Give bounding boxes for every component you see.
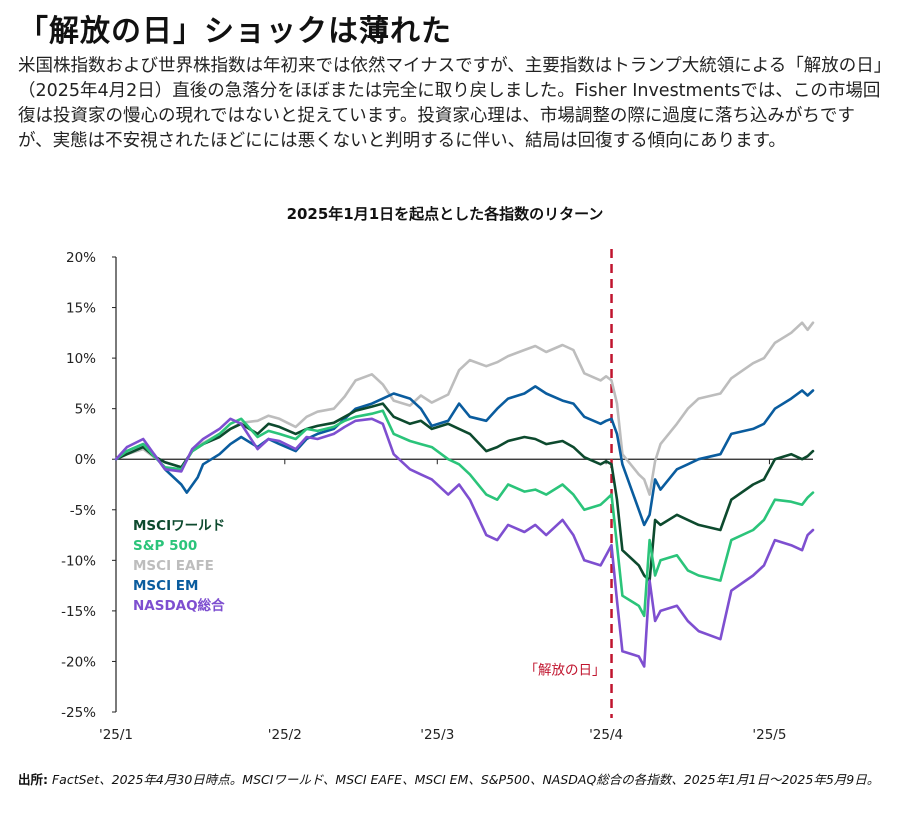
y-tick-label: -15% bbox=[61, 604, 96, 620]
y-tick-label: 5% bbox=[75, 402, 97, 418]
x-tick-label: '25/1 bbox=[99, 727, 133, 743]
series-line-msci_world bbox=[114, 402, 815, 582]
legend-item-sp500: S&P 500 bbox=[133, 538, 197, 554]
x-tick-label: '25/3 bbox=[420, 727, 454, 743]
page-title: 「解放の日」ショックは薄れた bbox=[18, 14, 452, 49]
legend-item-msci_world: MSCIワールド bbox=[133, 518, 225, 534]
source-label: 出所: bbox=[18, 772, 48, 787]
y-tick-label: 10% bbox=[66, 351, 96, 367]
x-tick-label: '25/4 bbox=[589, 727, 623, 743]
x-tick-label: '25/5 bbox=[752, 727, 786, 743]
y-tick-label: 15% bbox=[66, 301, 96, 317]
intro-paragraph: 米国株指数および世界株指数は年初来では依然マイナスですが、主要指数はトランプ大統… bbox=[18, 56, 883, 151]
series-lines bbox=[114, 321, 815, 668]
y-axis: 20% 15% 10% 5% 0% -5% -10% -15% -20% -25% bbox=[61, 250, 116, 721]
legend-item-eafe: MSCI EAFE bbox=[133, 558, 214, 574]
y-tick-label: -25% bbox=[61, 705, 96, 721]
y-tick-label: 0% bbox=[75, 452, 97, 468]
y-tick-label: -10% bbox=[61, 553, 96, 569]
returns-chart: 2025年1月1日を起点とした各指数のリターン 20% 15% 10% 5% 0% -5%… bbox=[61, 205, 815, 743]
source-footnote: 出所: FactSet、2025年4月30日時点。MSCIワールド、MSCI E… bbox=[18, 770, 888, 789]
legend: MSCIワールド S&P 500 MSCI EAFE MSCI EM NASDAQ総合 bbox=[133, 518, 225, 614]
x-axis: '25/1 '25/2 '25/3 '25/4 '25/5 bbox=[99, 459, 786, 743]
source-text: FactSet、2025年4月30日時点。MSCIワールド、MSCI EAFE、… bbox=[48, 772, 880, 787]
y-tick-label: -5% bbox=[70, 503, 96, 519]
y-tick-label: -20% bbox=[61, 654, 96, 670]
liberation-day-marker: 「解放の日」 bbox=[525, 249, 613, 718]
legend-item-em: MSCI EM bbox=[133, 578, 198, 594]
series-line-sp500 bbox=[114, 409, 815, 618]
axes bbox=[115, 257, 813, 712]
series-line-em bbox=[114, 385, 815, 527]
x-tick-label: '25/2 bbox=[268, 727, 302, 743]
y-tick-label: 20% bbox=[66, 250, 96, 266]
liberation-day-label: 「解放の日」 bbox=[525, 663, 606, 679]
legend-item-nasdaq: NASDAQ総合 bbox=[133, 597, 225, 614]
chart-title: 2025年1月1日を起点とした各指数のリターン bbox=[287, 205, 604, 223]
series-line-nasdaq bbox=[114, 417, 815, 668]
